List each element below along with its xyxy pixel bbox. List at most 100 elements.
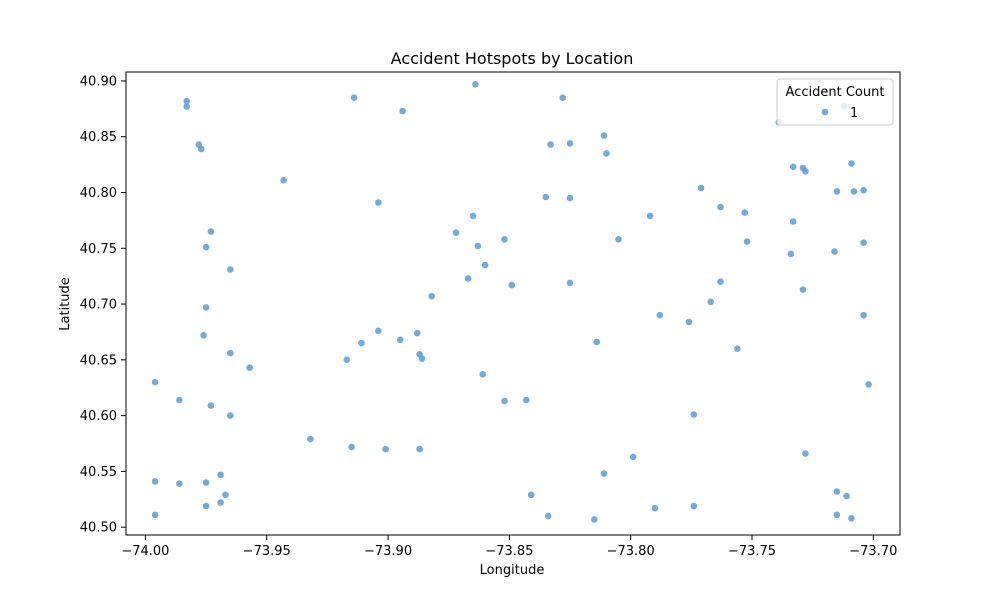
data-point	[799, 286, 807, 293]
data-point	[217, 471, 224, 479]
data-point	[222, 491, 229, 499]
data-point	[690, 411, 698, 418]
y-axis-ticks: 40.50 40.55 40.60 40.65 40.70 40.75 40.80 40.85…	[80, 74, 126, 536]
data-point	[217, 499, 224, 506]
data-point	[375, 327, 382, 335]
data-point	[202, 243, 210, 251]
data-point	[472, 81, 479, 88]
data-point	[559, 94, 566, 101]
data-point	[802, 168, 809, 175]
data-point	[207, 228, 215, 235]
data-point	[802, 450, 809, 457]
data-point	[246, 364, 253, 372]
data-point	[350, 94, 358, 101]
data-point	[452, 229, 460, 236]
data-point	[789, 163, 797, 171]
data-point	[227, 349, 234, 357]
y-tick-label: 40.70	[80, 298, 117, 313]
data-point	[690, 502, 698, 510]
data-point	[418, 355, 426, 363]
data-point	[501, 236, 508, 243]
data-point	[544, 512, 552, 520]
legend-marker	[821, 108, 829, 116]
x-tick-label: −73.75	[728, 544, 776, 559]
data-point	[307, 435, 314, 443]
x-axis-label: Longitude	[480, 563, 545, 578]
data-point	[646, 212, 654, 220]
data-point	[717, 278, 724, 286]
x-tick-label: −73.85	[485, 544, 533, 559]
data-point	[566, 194, 574, 202]
data-point	[717, 203, 724, 211]
data-point	[593, 338, 600, 346]
data-point	[227, 412, 234, 419]
data-point	[860, 311, 867, 319]
data-point	[183, 97, 190, 105]
data-point	[413, 329, 421, 337]
x-tick-label: −73.90	[364, 544, 412, 559]
data-point	[833, 188, 841, 195]
data-point	[547, 141, 554, 148]
data-point	[464, 275, 472, 282]
data-point	[200, 332, 207, 339]
data-point	[685, 318, 693, 326]
data-point	[707, 298, 714, 306]
data-point	[833, 511, 841, 519]
data-point	[416, 445, 423, 453]
data-point	[833, 488, 841, 495]
data-point	[348, 443, 355, 451]
y-tick-label: 40.60	[80, 409, 117, 424]
data-point	[831, 248, 838, 255]
data-point	[843, 492, 850, 500]
legend: Accident Count 1	[776, 78, 894, 126]
data-point	[197, 145, 205, 153]
y-tick-label: 40.85	[80, 130, 117, 145]
data-point	[591, 516, 598, 523]
y-tick-label: 40.90	[80, 74, 117, 89]
data-point	[850, 188, 858, 195]
y-tick-label: 40.80	[80, 186, 117, 201]
y-axis-label: Latitude	[58, 277, 73, 331]
chart-title: Accident Hotspots by Location	[391, 49, 634, 68]
data-point	[542, 193, 550, 201]
data-point	[615, 236, 622, 243]
data-point	[227, 266, 234, 273]
data-point	[656, 311, 664, 319]
data-point	[474, 242, 482, 250]
data-point	[428, 292, 436, 300]
data-point	[469, 212, 477, 220]
x-tick-label: −73.80	[607, 544, 655, 559]
data-point	[202, 304, 210, 311]
data-point	[176, 396, 183, 404]
data-point	[151, 378, 159, 386]
y-tick-label: 40.55	[80, 465, 117, 480]
data-point	[358, 339, 365, 347]
data-point	[523, 396, 530, 404]
data-point	[527, 491, 535, 499]
plot-area	[126, 72, 900, 535]
data-point	[202, 502, 210, 510]
data-point	[865, 381, 872, 388]
legend-title: Accident Count	[786, 85, 885, 100]
y-tick-label: 40.65	[80, 353, 117, 368]
x-tick-label: −73.95	[243, 544, 291, 559]
data-point	[481, 261, 489, 269]
data-point	[207, 402, 215, 409]
data-point	[848, 515, 855, 522]
data-point	[787, 250, 795, 258]
data-point	[734, 345, 741, 353]
x-tick-label: −73.70	[849, 544, 897, 559]
data-point	[743, 238, 751, 245]
y-tick-label: 40.75	[80, 242, 117, 257]
data-point	[396, 336, 404, 344]
x-tick-label: −74.00	[121, 544, 169, 559]
data-point	[789, 218, 797, 225]
data-point	[566, 279, 574, 287]
data-point	[603, 150, 610, 157]
data-point	[501, 397, 508, 405]
y-tick-label: 40.50	[80, 521, 117, 536]
data-point	[375, 199, 382, 206]
data-point	[848, 160, 855, 167]
data-point	[343, 356, 351, 364]
data-point	[280, 176, 288, 184]
